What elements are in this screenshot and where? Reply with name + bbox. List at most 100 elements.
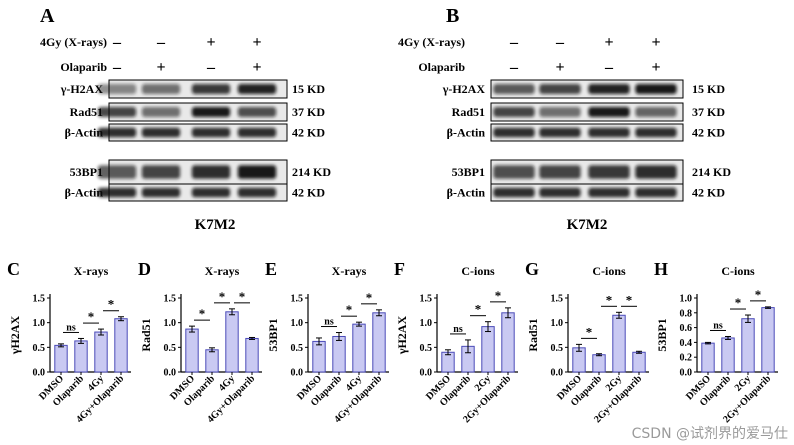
treatment-label: Olaparib <box>418 60 465 74</box>
protein-label: Rad51 <box>70 105 103 119</box>
blot-strip: β-Actin 42 KD <box>447 123 725 142</box>
blot-strip: β-Actin 42 KD <box>65 123 325 142</box>
chart-panel-h: H C-ions53BP10.00.20.40.60.81.0DMSOOlapar… <box>654 259 778 425</box>
significance-label: * <box>88 309 95 324</box>
protein-band <box>141 127 181 138</box>
significance-label: * <box>239 289 246 304</box>
watermark-text: CSDN @试剂界的爱马仕 <box>632 426 788 442</box>
y-tick-label: 1.0 <box>164 318 177 329</box>
significance-label: * <box>735 295 742 310</box>
y-tick-label: 1.0 <box>680 294 693 305</box>
panel-letter: G <box>525 259 539 279</box>
y-tick-label: 0.5 <box>164 343 177 354</box>
y-tick-label: 0.5 <box>420 343 433 354</box>
y-tick-label: 1.5 <box>551 294 564 305</box>
y-axis-label: γH2AX <box>395 316 409 356</box>
y-tick-label: 0.0 <box>164 368 177 379</box>
protein-band <box>97 127 137 138</box>
protein-band <box>588 187 630 198</box>
treatment-sign: – <box>206 59 216 76</box>
bar <box>332 335 346 373</box>
protein-label: Rad51 <box>452 105 485 119</box>
bar <box>352 323 366 373</box>
protein-band <box>191 106 231 118</box>
protein-band <box>635 106 677 118</box>
y-tick-label: 0.0 <box>551 368 564 379</box>
protein-band <box>635 83 677 95</box>
chart-title: X-rays <box>205 264 240 278</box>
protein-band <box>191 187 231 198</box>
protein-label: β-Actin <box>65 186 104 200</box>
protein-band <box>493 165 535 179</box>
protein-label: 53BP1 <box>70 165 103 179</box>
protein-band <box>191 83 231 95</box>
bar <box>225 311 239 373</box>
bar <box>481 326 495 373</box>
protein-band <box>141 106 181 118</box>
y-axis-label: 53BP1 <box>266 318 280 351</box>
significance-label: ns <box>66 322 76 333</box>
protein-band <box>493 106 535 118</box>
bar <box>721 337 735 373</box>
protein-band <box>237 127 277 138</box>
y-tick-label: 0.0 <box>33 368 46 379</box>
protein-band <box>237 83 277 95</box>
y-tick-label: 1.0 <box>551 318 564 329</box>
bar <box>114 318 128 373</box>
treatment-sign: – <box>156 34 166 51</box>
significance-label: * <box>586 324 593 339</box>
treatment-sign: + <box>651 34 660 51</box>
blot-strip: β-Actin 42 KD <box>65 183 325 202</box>
y-tick-label: 1.5 <box>291 294 304 305</box>
treatment-sign: + <box>651 59 660 76</box>
bar <box>185 328 199 373</box>
significance-label: ns <box>324 317 334 328</box>
y-tick-label: 1.0 <box>291 318 304 329</box>
chart-title: C-ions <box>592 264 626 278</box>
molecular-weight-label: 15 KD <box>692 82 725 96</box>
protein-band <box>539 127 581 138</box>
y-tick-label: 0.0 <box>291 368 304 379</box>
protein-band <box>191 127 231 138</box>
bar <box>245 337 259 373</box>
blot-panel-b: B 4Gy (X-rays) – – + + Olaparib – + – + γ-H2AX 15 KD… <box>398 5 731 233</box>
blot-membrane <box>490 102 684 122</box>
molecular-weight-label: 37 KD <box>692 105 725 119</box>
y-axis-label: γH2AX <box>8 316 22 356</box>
blot-strip: 53BP1 214 KD <box>70 159 331 185</box>
bar <box>701 342 715 373</box>
panel-letter: H <box>654 259 668 279</box>
bar <box>372 312 386 373</box>
significance-label: ns <box>453 324 463 335</box>
treatment-sign: + <box>206 34 215 51</box>
treatment-sign: – <box>112 34 122 51</box>
significance-label: * <box>755 287 762 302</box>
bar <box>94 331 108 373</box>
blot-strip: Rad51 37 KD <box>70 102 325 122</box>
y-tick-label: 0.5 <box>33 343 46 354</box>
y-tick-label: 1.0 <box>420 318 433 329</box>
treatment-sign: – <box>509 34 519 51</box>
molecular-weight-label: 42 KD <box>292 126 325 140</box>
protein-band <box>588 165 630 179</box>
y-tick-label: 0.0 <box>420 368 433 379</box>
protein-band <box>141 187 181 198</box>
y-tick-label: 0.5 <box>291 343 304 354</box>
cell-line-label: K7M2 <box>567 217 608 233</box>
molecular-weight-label: 42 KD <box>692 126 725 140</box>
chart-title: C-ions <box>461 264 495 278</box>
y-tick-label: 0.6 <box>680 323 693 334</box>
cell-line-label: K7M2 <box>195 217 236 233</box>
bar <box>741 318 755 373</box>
protein-band <box>539 106 581 118</box>
blot-strip: Rad51 37 KD <box>452 102 725 122</box>
treatment-sign: + <box>156 59 165 76</box>
significance-label: * <box>108 297 115 312</box>
panel-letter: C <box>7 259 20 279</box>
